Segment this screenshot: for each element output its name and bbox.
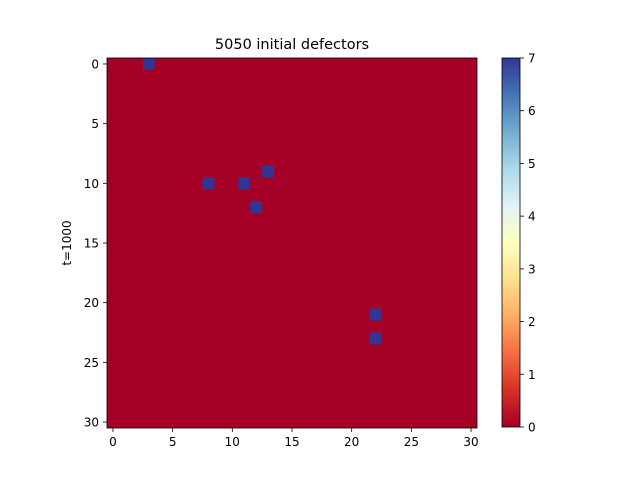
y-tick-label: 30 <box>84 416 99 430</box>
y-tick-label: 0 <box>91 57 99 71</box>
colorbar-tick-label: 6 <box>528 104 536 118</box>
heatmap-cell <box>369 332 382 345</box>
heatmap-cell <box>262 165 275 178</box>
heatmap-cell <box>369 308 382 321</box>
x-tick-label: 0 <box>109 435 117 449</box>
y-tick-label: 5 <box>91 117 99 131</box>
colorbar-gradient <box>502 58 520 427</box>
x-axis: 0 5 10 15 20 25 30 <box>109 428 479 449</box>
y-tick-label: 20 <box>84 296 99 310</box>
y-axis: 0 5 10 15 20 25 30 <box>84 57 107 430</box>
colorbar-tick-label: 3 <box>528 262 536 276</box>
x-tick-label: 10 <box>225 435 240 449</box>
colorbar-tick-label: 1 <box>528 368 536 382</box>
y-tick-label: 10 <box>84 177 99 191</box>
colorbar: 0 1 2 3 4 5 6 7 <box>501 52 536 435</box>
heatmap-cells <box>142 58 382 345</box>
heatmap-background <box>107 58 477 428</box>
colorbar-tick-label: 4 <box>528 210 536 224</box>
heatmap-cell <box>238 177 251 190</box>
colorbar-tick-label: 2 <box>528 315 536 329</box>
x-tick-label: 5 <box>169 435 177 449</box>
heatmap-cell <box>250 201 263 214</box>
y-tick-label: 25 <box>84 356 99 370</box>
colorbar-tick-label: 5 <box>528 157 536 171</box>
colorbar-ticks: 0 1 2 3 4 5 6 7 <box>520 52 536 435</box>
y-axis-label: t=1000 <box>60 220 74 265</box>
chart-title: 5050 initial defectors <box>215 37 369 53</box>
x-tick-label: 20 <box>344 435 359 449</box>
plot-area <box>106 57 478 429</box>
y-tick-label: 15 <box>84 237 99 251</box>
x-tick-label: 25 <box>404 435 419 449</box>
colorbar-tick-label: 7 <box>528 52 536 66</box>
x-tick-label: 15 <box>284 435 299 449</box>
heatmap-cell <box>202 177 215 190</box>
colorbar-frame <box>501 57 521 428</box>
colorbar-tick-label: 0 <box>528 421 536 435</box>
x-tick-label: 30 <box>463 435 478 449</box>
heatmap-cell <box>142 58 155 70</box>
